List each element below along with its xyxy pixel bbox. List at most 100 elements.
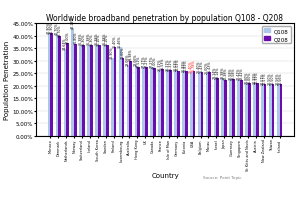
Text: 23.14%: 23.14% — [216, 66, 220, 78]
Bar — [145, 68, 148, 136]
Text: 20.99%: 20.99% — [252, 71, 256, 84]
Text: 37.00%: 37.00% — [66, 31, 70, 44]
Bar — [158, 71, 161, 136]
Bar — [232, 80, 235, 136]
Bar — [245, 84, 248, 136]
Text: Source: Point Topic: Source: Point Topic — [202, 176, 241, 180]
Text: 39.70%: 39.70% — [58, 25, 62, 37]
Text: 22.58%: 22.58% — [232, 67, 236, 80]
Text: 43.13%: 43.13% — [71, 16, 75, 28]
Text: 25.00%: 25.00% — [205, 61, 209, 74]
Bar — [95, 45, 98, 136]
Bar — [161, 70, 164, 136]
Text: 36.38%: 36.38% — [94, 33, 98, 45]
Text: 20.50%: 20.50% — [271, 72, 275, 85]
Text: 27.27%: 27.27% — [142, 55, 146, 68]
Y-axis label: Population Penetration: Population Penetration — [4, 41, 10, 119]
Text: 26.31%: 26.31% — [158, 58, 162, 70]
Text: 20.56%: 20.56% — [276, 72, 280, 85]
Bar — [193, 72, 195, 136]
Text: 25.89%: 25.89% — [182, 59, 185, 71]
Bar — [79, 45, 82, 136]
Bar — [50, 34, 53, 136]
Text: 36.10%: 36.10% — [97, 34, 101, 46]
Text: 20.57%: 20.57% — [260, 72, 264, 85]
Text: 35.40%: 35.40% — [113, 35, 117, 48]
Bar — [272, 85, 274, 136]
X-axis label: Country: Country — [151, 172, 179, 178]
Bar — [200, 73, 203, 136]
Text: 29.98%: 29.98% — [129, 49, 133, 61]
Bar — [221, 79, 224, 136]
Bar — [71, 29, 74, 136]
Bar — [237, 80, 240, 136]
Text: 26.53%: 26.53% — [160, 57, 164, 70]
Text: 22.98%: 22.98% — [221, 66, 225, 79]
Text: 25.40%: 25.40% — [197, 60, 201, 73]
Text: 20.50%: 20.50% — [268, 72, 272, 85]
Bar — [137, 68, 140, 136]
Text: 25.89%: 25.89% — [184, 59, 188, 71]
Text: 22.42%: 22.42% — [239, 68, 243, 80]
Text: 36.38%: 36.38% — [102, 33, 106, 45]
Text: 27.27%: 27.27% — [145, 55, 148, 68]
Bar — [74, 44, 77, 136]
Bar — [240, 80, 243, 136]
Bar — [174, 71, 177, 136]
Bar — [198, 73, 200, 136]
Bar — [280, 85, 282, 136]
Bar — [166, 71, 169, 136]
Bar — [56, 35, 58, 136]
Bar — [224, 80, 227, 136]
Text: 40.90%: 40.90% — [47, 22, 51, 34]
Bar — [185, 72, 188, 136]
Bar — [90, 46, 93, 136]
Legend: Q108, Q208: Q108, Q208 — [262, 27, 291, 44]
Bar — [277, 85, 280, 136]
Bar — [106, 46, 109, 136]
Bar — [58, 37, 61, 136]
Text: 25.43%: 25.43% — [208, 60, 212, 72]
Bar — [66, 44, 69, 136]
Text: 35.46%: 35.46% — [118, 35, 122, 47]
Bar — [214, 78, 216, 136]
Bar — [119, 48, 122, 136]
Text: 25.43%: 25.43% — [200, 60, 204, 72]
Bar — [208, 73, 211, 136]
Title: Worldwide broadband penetration by population Q108 - Q208: Worldwide broadband penetration by popul… — [46, 14, 284, 23]
Text: 27.00%: 27.00% — [152, 56, 157, 69]
Bar — [190, 73, 193, 136]
Bar — [122, 59, 124, 136]
Bar — [135, 66, 137, 136]
Text: 36.38%: 36.38% — [79, 33, 83, 45]
Bar — [248, 84, 251, 136]
Bar — [216, 78, 219, 136]
Bar — [64, 50, 66, 136]
Bar — [182, 72, 185, 136]
Bar — [177, 71, 180, 136]
Text: 28.06%: 28.06% — [126, 53, 130, 66]
Text: 36.10%: 36.10% — [105, 34, 109, 46]
Bar — [103, 45, 106, 136]
Bar — [48, 34, 50, 136]
Text: 21.00%: 21.00% — [247, 71, 251, 83]
Text: 21.00%: 21.00% — [244, 71, 248, 83]
Bar — [150, 68, 153, 136]
Bar — [111, 59, 114, 136]
Bar — [130, 61, 132, 136]
Bar — [206, 74, 208, 136]
Bar — [142, 68, 145, 136]
Text: 27.27%: 27.27% — [150, 55, 154, 68]
Bar — [264, 85, 266, 136]
Bar — [87, 45, 90, 136]
Bar — [127, 66, 130, 136]
Bar — [230, 80, 232, 136]
Text: 30.90%: 30.90% — [110, 46, 114, 59]
Text: 36.30%: 36.30% — [82, 33, 86, 45]
Text: 20.57%: 20.57% — [263, 72, 267, 85]
Text: 31.00%: 31.00% — [121, 46, 125, 59]
Text: 20.99%: 20.99% — [255, 71, 259, 84]
Bar — [253, 84, 256, 136]
Bar — [153, 69, 156, 136]
Text: 36.80%: 36.80% — [74, 32, 78, 44]
